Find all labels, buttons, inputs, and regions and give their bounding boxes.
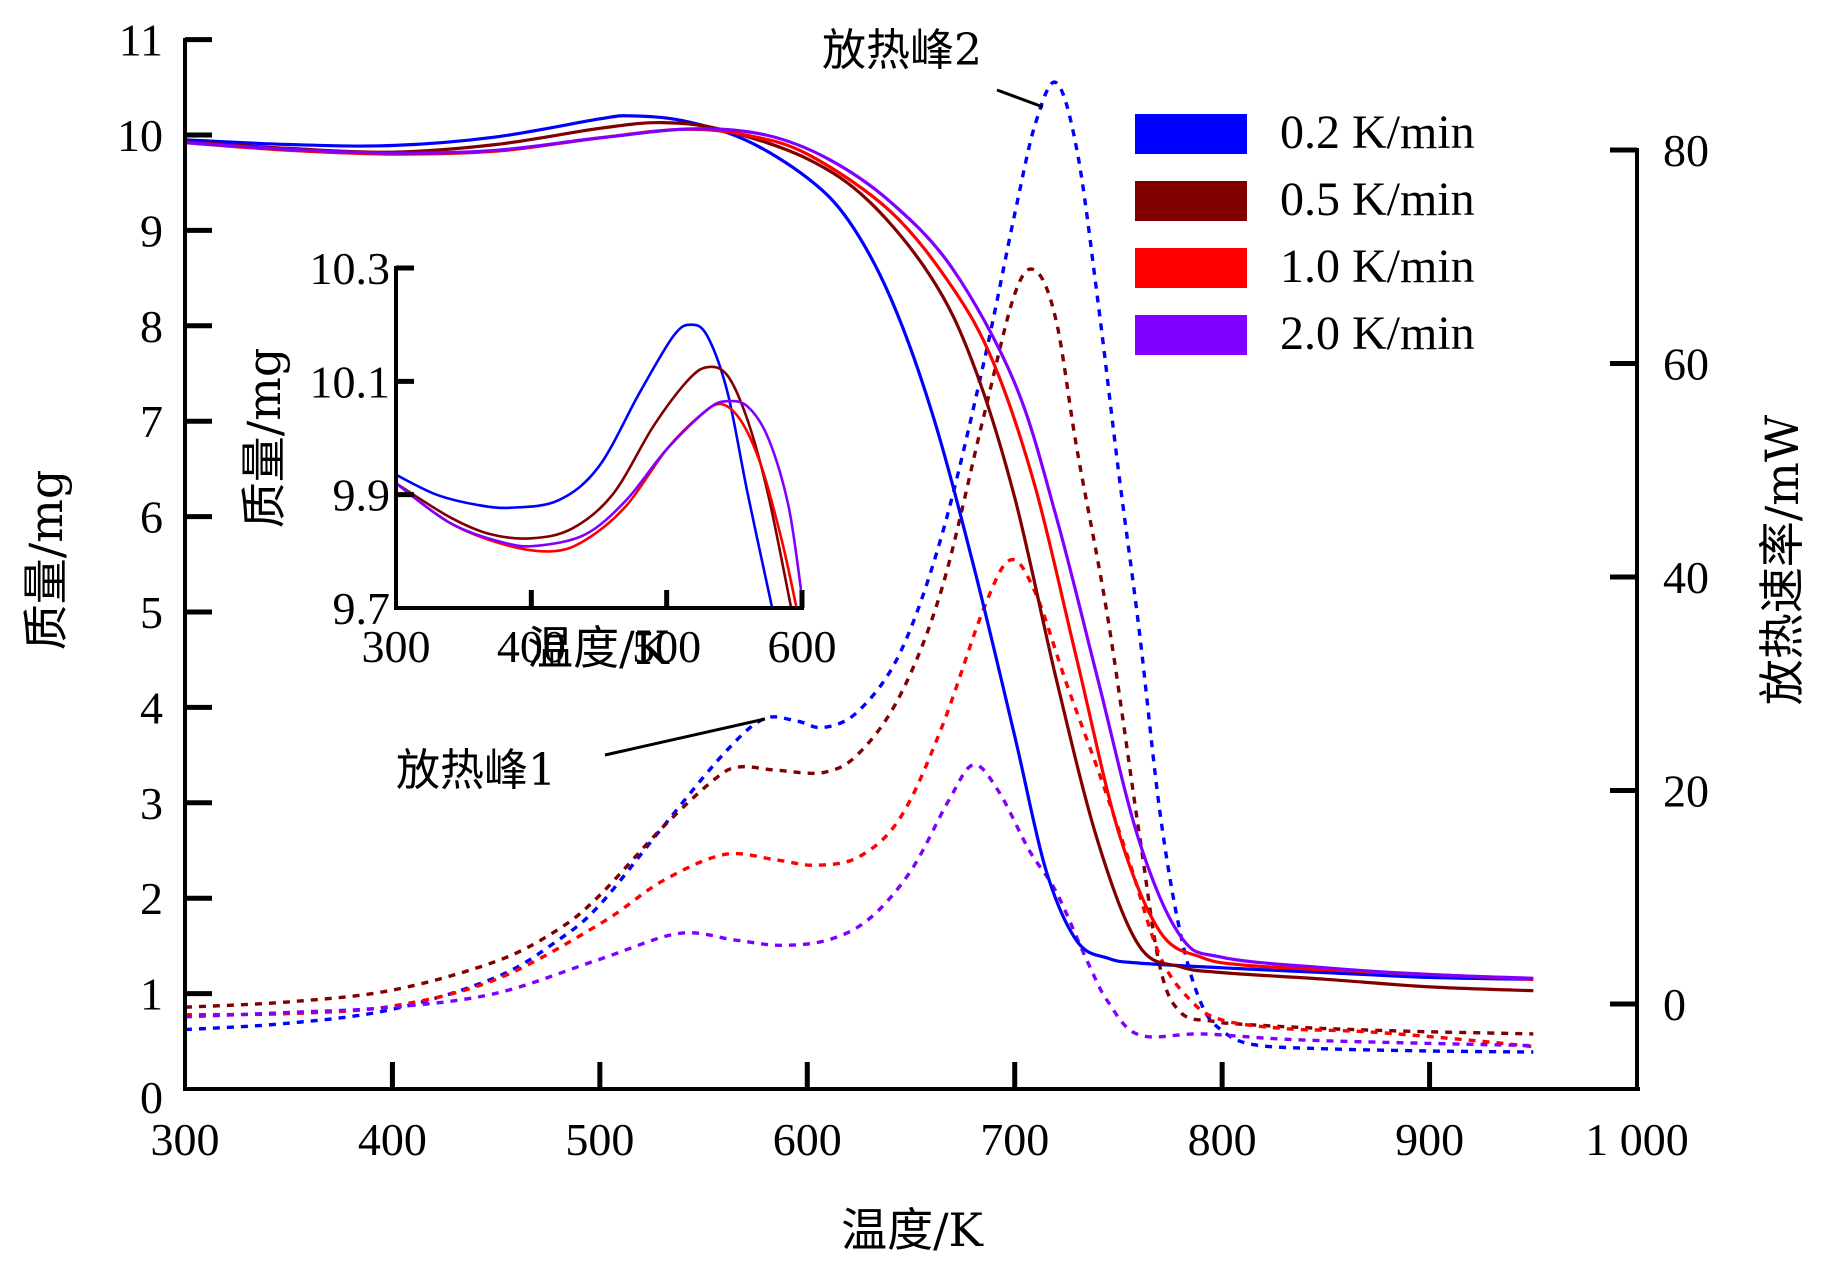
left-y-tick-label: 0 xyxy=(140,1072,163,1123)
legend-label: 1.0 K/min xyxy=(1280,240,1475,293)
mass-series-group xyxy=(185,114,1534,993)
inset-mass-line-0-5-k-min xyxy=(396,365,793,608)
mass-line-0-5-k-min xyxy=(185,120,1534,993)
left-y-tick-label: 2 xyxy=(140,873,163,924)
x-axis-title: 温度/K xyxy=(841,1203,984,1257)
inset-y-tick-label: 10.3 xyxy=(310,243,391,294)
left-y-tick-label: 10 xyxy=(117,110,163,161)
right-y-tick-label: 0 xyxy=(1663,979,1686,1030)
inset-mass-line-0-2-k-min xyxy=(396,323,774,608)
heat-flow-series-group xyxy=(185,80,1534,1054)
left-y-tick-label: 8 xyxy=(140,301,163,352)
legend-label: 0.5 K/min xyxy=(1280,173,1475,226)
inset-background xyxy=(396,262,802,608)
inset-x-axis-title: 温度/K xyxy=(527,621,670,675)
left-y-tick-label: 1 xyxy=(140,969,163,1020)
mass-line-0-2-k-min xyxy=(185,114,1534,981)
x-tick-label: 600 xyxy=(773,1114,842,1165)
legend-swatch xyxy=(1135,181,1247,221)
left-y-axis-title: 质量/mg xyxy=(19,470,73,651)
inset-y-tick-label: 10.1 xyxy=(310,356,391,407)
heat-flow-line-0-5-k-min xyxy=(185,267,1534,1036)
legend-swatch xyxy=(1135,114,1247,154)
inset-x-tick-label: 400 xyxy=(497,621,566,672)
legend: 0.2 K/min 0.5 K/min 1.0 K/min 2.0 K/min xyxy=(1135,106,1475,360)
annotation-peak-1: 放热峰1 xyxy=(396,717,766,796)
right-y-axis-title: 放热速率/mW xyxy=(1755,414,1809,705)
inset-mass-line-2-0-k-min xyxy=(396,399,802,597)
x-tick-label: 1 000 xyxy=(1585,1114,1689,1165)
annotation-peak-2-leader xyxy=(996,88,1044,109)
inset-y-axis-title: 质量/mg xyxy=(237,348,291,529)
x-tick-label: 800 xyxy=(1188,1114,1257,1165)
left-y-tick-label: 11 xyxy=(119,15,163,66)
inset-x-tick-label: 600 xyxy=(768,621,837,672)
annotation-peak-2: 放热峰2 xyxy=(822,25,1044,109)
x-tick-label: 400 xyxy=(358,1114,427,1165)
heat-flow-line-0-2-k-min xyxy=(185,80,1534,1054)
right-y-tick-label: 40 xyxy=(1663,552,1709,603)
legend-label: 2.0 K/min xyxy=(1280,307,1475,360)
left-y-tick-label: 4 xyxy=(140,682,163,733)
legend-swatch xyxy=(1135,315,1247,355)
annotation-peak-1-label: 放热峰1 xyxy=(396,745,556,796)
inset-ticks: 300 400 500 600 9.7 9.9 10.1 10.3 xyxy=(310,243,837,672)
x-axis-ticks: 300 400 500 600 700 800 900 1 000 xyxy=(151,1062,1689,1165)
left-y-tick-label: 6 xyxy=(140,492,163,543)
right-y-tick-label: 60 xyxy=(1663,339,1709,390)
left-y-axis-ticks: 0 1 2 3 4 5 6 7 8 9 10 11 xyxy=(117,15,212,1123)
x-tick-label: 300 xyxy=(151,1114,220,1165)
left-y-tick-label: 5 xyxy=(140,587,163,638)
heat-flow-line-2-0-k-min xyxy=(185,763,1534,1048)
x-tick-label: 500 xyxy=(565,1114,634,1165)
x-tick-label: 900 xyxy=(1395,1114,1464,1165)
mass-line-2-0-k-min xyxy=(185,127,1534,980)
x-tick-label: 700 xyxy=(980,1114,1049,1165)
inset-y-tick-label: 9.7 xyxy=(333,583,391,634)
right-y-tick-label: 80 xyxy=(1663,125,1709,176)
inset-y-tick-label: 9.9 xyxy=(333,470,391,521)
inset-plot: 300 400 500 600 9.7 9.9 10.1 10.3 温度/K 质量/mg xyxy=(237,243,837,675)
left-y-tick-label: 7 xyxy=(140,396,163,447)
right-y-axis-ticks: 0 20 40 60 80 xyxy=(1610,125,1709,1030)
inset-x-tick-label: 500 xyxy=(632,621,701,672)
legend-label: 0.2 K/min xyxy=(1280,106,1475,159)
main-axes: 300 400 500 600 700 800 900 1 000 0123456789101… xyxy=(117,15,1709,1165)
annotation-peak-1-leader xyxy=(604,717,766,757)
left-y-tick-label: 3 xyxy=(140,778,163,829)
heat-flow-line-1-0-k-min xyxy=(185,558,1534,1049)
right-y-tick-label: 20 xyxy=(1663,766,1709,817)
inset-series-group xyxy=(396,323,802,608)
annotation-peak-2-label: 放热峰2 xyxy=(822,25,982,76)
inset-x-tick-label: 300 xyxy=(362,621,431,672)
legend-swatch xyxy=(1135,248,1247,288)
left-y-tick-label: 9 xyxy=(140,205,163,256)
